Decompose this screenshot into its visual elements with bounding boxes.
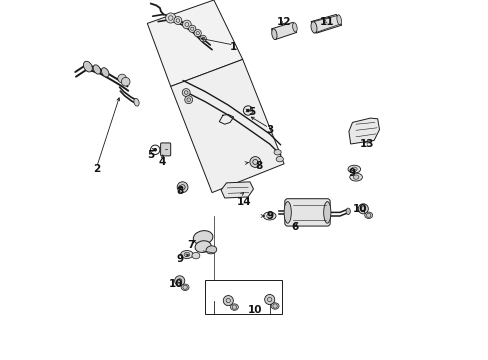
Text: 5: 5 (247, 107, 255, 117)
Text: 10: 10 (352, 204, 366, 214)
Polygon shape (310, 14, 341, 33)
Ellipse shape (310, 22, 316, 33)
Ellipse shape (101, 68, 109, 77)
FancyBboxPatch shape (284, 199, 329, 226)
Text: 13: 13 (359, 139, 373, 149)
Ellipse shape (273, 150, 281, 155)
Ellipse shape (347, 165, 360, 173)
Circle shape (174, 276, 184, 286)
Circle shape (246, 109, 249, 112)
Text: 2: 2 (93, 164, 101, 174)
FancyBboxPatch shape (160, 143, 170, 156)
Circle shape (121, 77, 130, 86)
Circle shape (249, 157, 260, 167)
Ellipse shape (351, 167, 356, 171)
Text: 4: 4 (158, 157, 165, 167)
Text: 6: 6 (291, 222, 298, 232)
Ellipse shape (83, 61, 92, 72)
Circle shape (194, 30, 201, 37)
Ellipse shape (180, 251, 193, 258)
Text: 12: 12 (276, 17, 291, 27)
Ellipse shape (346, 208, 349, 215)
Ellipse shape (270, 303, 279, 309)
Circle shape (200, 35, 206, 42)
Polygon shape (221, 182, 253, 198)
Ellipse shape (292, 23, 297, 32)
Ellipse shape (263, 212, 275, 220)
Ellipse shape (323, 202, 330, 223)
Ellipse shape (195, 241, 211, 252)
Text: 10: 10 (168, 279, 183, 289)
Ellipse shape (181, 284, 189, 291)
Circle shape (223, 296, 233, 306)
Ellipse shape (352, 175, 358, 179)
Ellipse shape (183, 252, 189, 257)
Text: 8: 8 (255, 161, 262, 171)
Text: 7: 7 (186, 240, 194, 250)
Ellipse shape (271, 29, 277, 40)
Polygon shape (348, 118, 379, 144)
Circle shape (182, 20, 191, 29)
Ellipse shape (266, 214, 272, 218)
Text: 10: 10 (247, 305, 262, 315)
Ellipse shape (193, 231, 212, 244)
Ellipse shape (284, 202, 291, 223)
Ellipse shape (336, 15, 341, 25)
Circle shape (153, 148, 157, 152)
Text: 9: 9 (265, 211, 273, 221)
Text: 3: 3 (265, 125, 273, 135)
Ellipse shape (192, 252, 200, 259)
Circle shape (177, 182, 187, 193)
Polygon shape (271, 22, 296, 40)
Ellipse shape (276, 156, 283, 162)
Circle shape (188, 25, 196, 32)
Text: 9: 9 (348, 168, 355, 178)
Bar (204, 280, 282, 314)
Text: 5: 5 (147, 150, 154, 160)
Circle shape (174, 17, 182, 24)
Text: 9: 9 (176, 254, 183, 264)
Ellipse shape (205, 246, 216, 254)
Polygon shape (170, 59, 284, 193)
Ellipse shape (349, 173, 362, 181)
Ellipse shape (230, 304, 238, 310)
Text: 8: 8 (176, 186, 183, 196)
Circle shape (358, 204, 367, 214)
Ellipse shape (364, 212, 372, 219)
Circle shape (182, 89, 190, 96)
Circle shape (184, 96, 192, 104)
Ellipse shape (134, 98, 139, 106)
Text: 14: 14 (237, 197, 251, 207)
Polygon shape (147, 0, 242, 86)
Text: 1: 1 (230, 42, 237, 52)
Ellipse shape (93, 65, 101, 74)
Circle shape (165, 13, 175, 23)
Circle shape (264, 294, 274, 305)
Text: 11: 11 (319, 17, 334, 27)
Circle shape (118, 74, 126, 83)
